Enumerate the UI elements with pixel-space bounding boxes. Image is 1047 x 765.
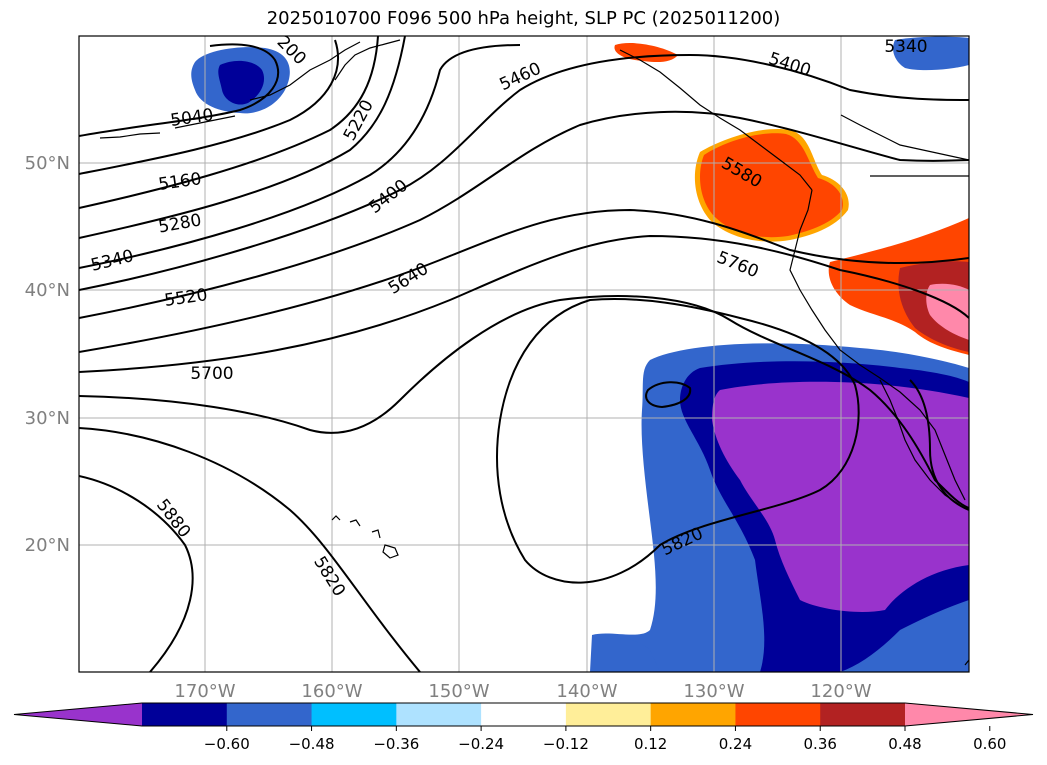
colorbar-segment xyxy=(311,703,397,726)
coastlines xyxy=(99,39,969,666)
colorbar-segment xyxy=(396,703,482,726)
colorbar-segment xyxy=(650,703,736,726)
lon-label-170w: 170°W xyxy=(174,681,235,702)
contour-label-5700: 5700 xyxy=(190,364,233,384)
colorbar-segment xyxy=(735,703,821,726)
positive-anomaly-northeast xyxy=(614,43,969,355)
colorbar-segment xyxy=(142,703,228,726)
lon-label-120w: 120°W xyxy=(810,681,871,702)
colorbar-segment xyxy=(481,703,567,726)
contour-label-5340-northeast: 5340 xyxy=(884,37,927,57)
colorbar-tick-label: 0.60 xyxy=(973,735,1006,753)
lat-label-50n: 50°N xyxy=(25,153,70,174)
lon-label-140w: 140°W xyxy=(556,681,617,702)
lon-label-130w: 130°W xyxy=(683,681,744,702)
lon-label-150w: 150°W xyxy=(428,681,489,702)
colorbar-extend-low xyxy=(14,703,142,726)
colorbar-segment xyxy=(820,703,906,726)
colorbar-tick-label: −0.24 xyxy=(458,735,504,753)
map-title: 2025010700 F096 500 hPa height, SLP PC (… xyxy=(266,8,781,29)
colorbar-extend-high xyxy=(905,703,1033,726)
colorbar-tick-label: −0.48 xyxy=(289,735,335,753)
colorbar-tick-label: 0.12 xyxy=(634,735,667,753)
colorbar-tick-label: −0.60 xyxy=(204,735,250,753)
colorbar-outline xyxy=(13,702,1034,727)
lon-label-160w: 160°W xyxy=(301,681,362,702)
colorbar-segment xyxy=(226,703,313,726)
colorbar-tick-label: 0.36 xyxy=(804,735,837,753)
lat-label-40n: 40°N xyxy=(25,280,70,301)
gridlines xyxy=(79,36,969,672)
latitude-labels: 50°N 40°N 30°N 20°N xyxy=(25,153,70,556)
colorbar-tick-label: 0.24 xyxy=(719,735,752,753)
colorbar-segment xyxy=(565,703,652,726)
map-frame xyxy=(78,35,970,673)
lat-label-30n: 30°N xyxy=(25,408,70,429)
height-contours xyxy=(79,36,969,672)
lat-label-20n: 20°N xyxy=(25,535,70,556)
colorbar: −0.60 −0.48 −0.36 −0.24 −0.12 0.12 0.24 0.36 0.4… xyxy=(13,702,1034,753)
colorbar-tick-label: −0.36 xyxy=(373,735,419,753)
colorbar-tick-label: 0.48 xyxy=(888,735,921,753)
colorbar-tick-label: −0.12 xyxy=(543,735,589,753)
longitude-labels: 170°W 160°W 150°W 140°W 130°W 120°W xyxy=(174,681,871,702)
